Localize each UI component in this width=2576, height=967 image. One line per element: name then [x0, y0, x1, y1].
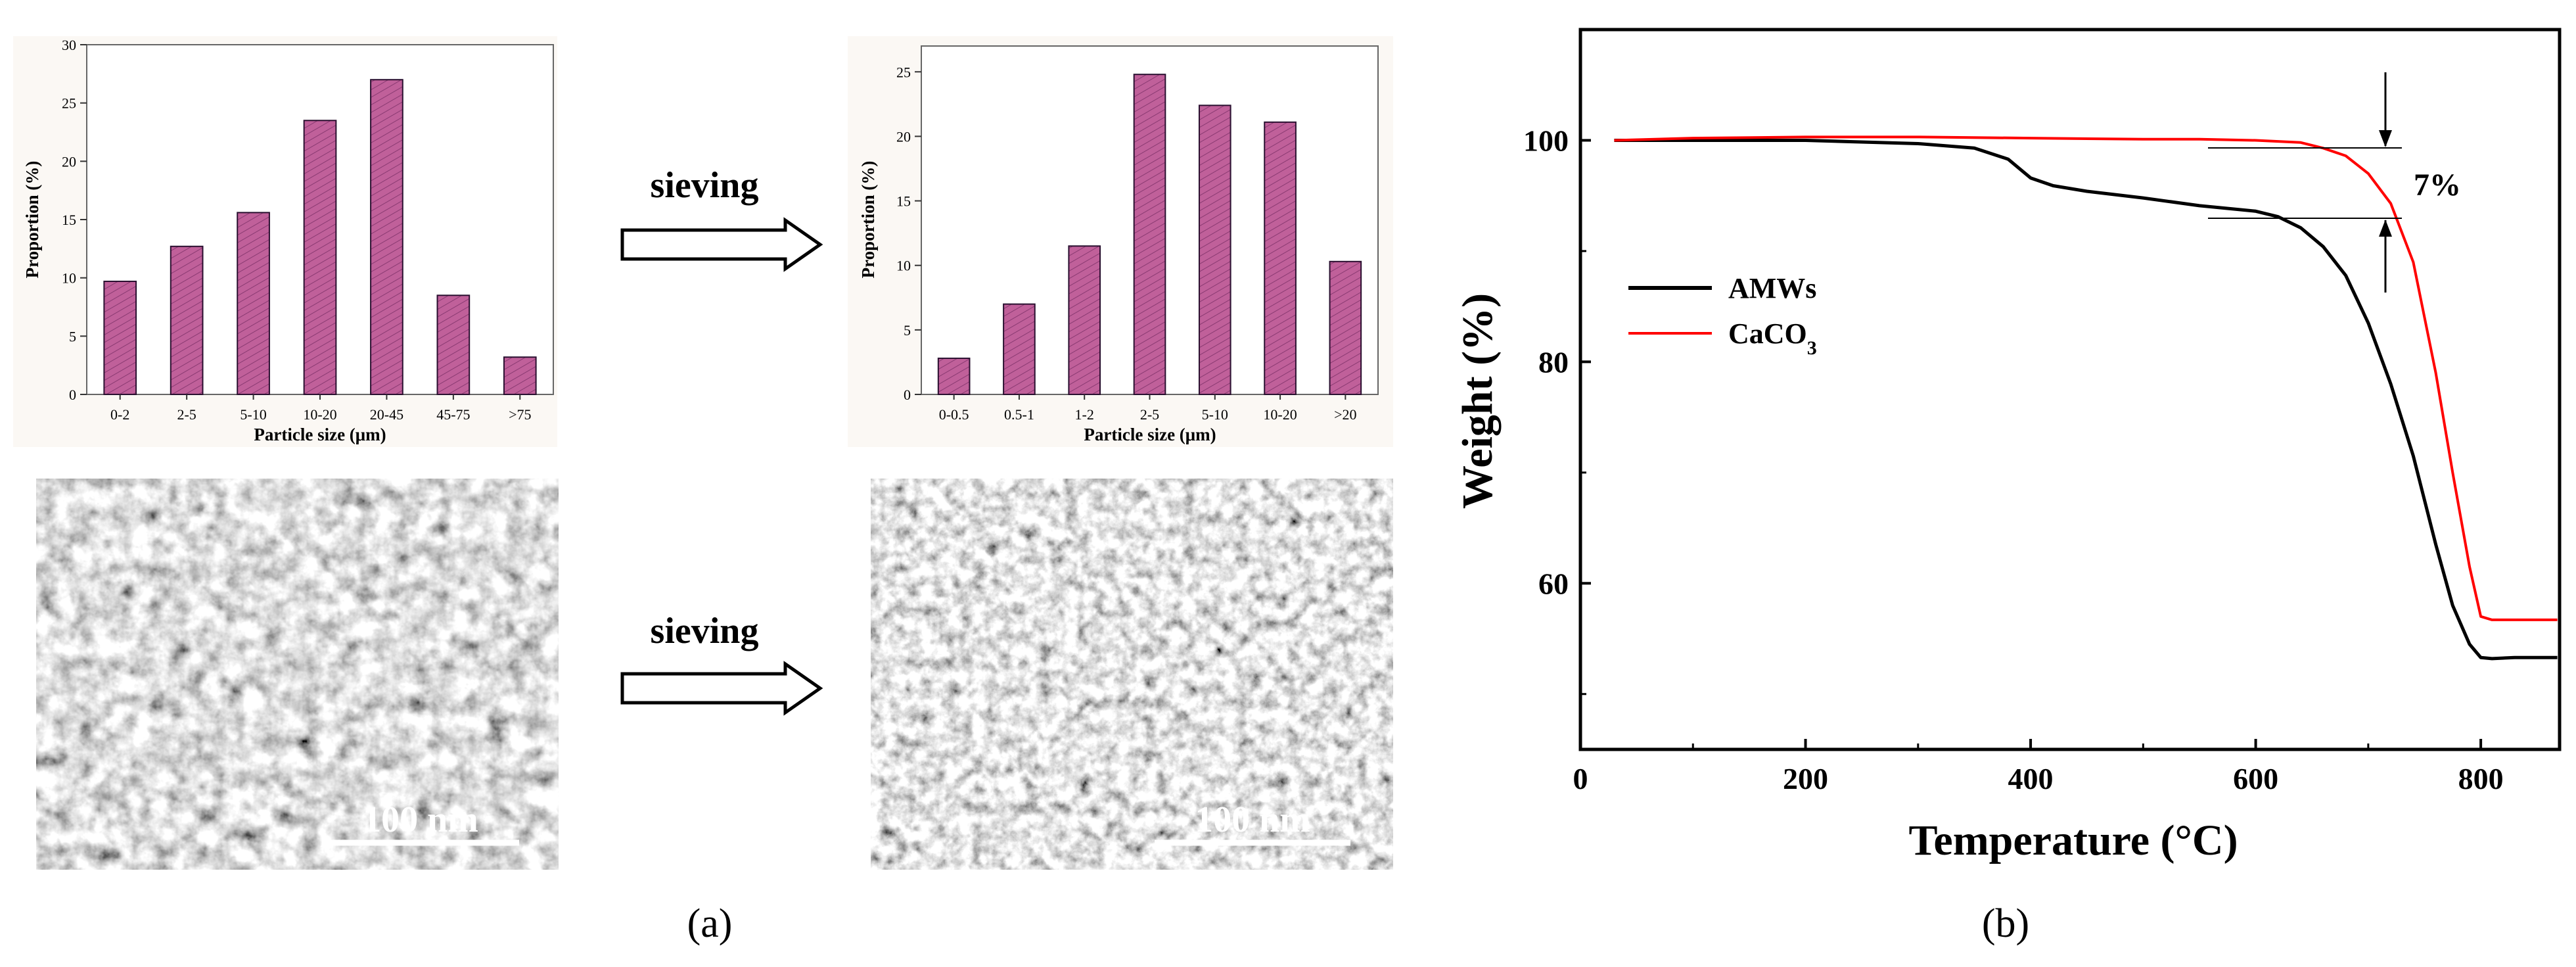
- x-tick-label: >20: [1334, 406, 1356, 423]
- x-tick-label: 200: [1783, 762, 1828, 795]
- arrow-up-icon: [2379, 220, 2392, 237]
- x-tick-label: 0.5-1: [1004, 406, 1034, 423]
- hist-after-x-axis: 0-0.5 0.5-1 1-2 2-5 5-10 10-20 >20: [939, 394, 1357, 423]
- x-tick-label: 45-75: [436, 406, 470, 423]
- sieving-arrow-top: sieving: [620, 165, 823, 272]
- bar-2-5: [1133, 74, 1166, 396]
- hist-after-x-label: Particle size (μm): [1084, 425, 1216, 444]
- y-tick-label: 15: [896, 193, 911, 210]
- tga-plot-frame: [1578, 28, 2562, 751]
- y-tick-label: 5: [904, 322, 911, 339]
- y-tick-label: 15: [62, 212, 76, 228]
- series-line-amws: [1614, 139, 2558, 661]
- tga-series: [1614, 135, 2558, 661]
- bar-20-45: [370, 79, 403, 395]
- y-tick-label: 0: [69, 387, 76, 403]
- bar-0.5-1: [1003, 303, 1036, 395]
- bar-5-10: [237, 212, 270, 395]
- hist-before-chart: 0 5 10 15 20 25 30 0-2 2-5 5-10 10-20 20-45 45-75 >7…: [13, 36, 557, 447]
- tga-annotation: 7%: [2208, 72, 2461, 293]
- x-tick-label: 5-10: [240, 406, 266, 423]
- x-tick-label: 5-10: [1202, 406, 1228, 423]
- sem-image-after: 100 nm: [871, 479, 1393, 870]
- hist-before-x-axis: 0-2 2-5 5-10 10-20 20-45 45-75 >75: [110, 394, 531, 423]
- arrow-down-icon: [2379, 130, 2392, 147]
- sieving-label-top: sieving: [651, 165, 759, 206]
- legend-label-amws: AMWs: [1728, 272, 1816, 304]
- sem-image-before: 100 nm: [36, 479, 559, 870]
- sieving-arrow-bottom: sieving: [620, 611, 823, 716]
- x-tick-label: 2-5: [1140, 406, 1159, 423]
- sem-texture-after: [871, 479, 1393, 870]
- x-tick-label: >75: [509, 406, 531, 423]
- arrow-right-icon: [620, 661, 823, 716]
- y-tick-label: 20: [896, 128, 911, 145]
- x-tick-label: 2-5: [177, 406, 196, 423]
- x-tick-label: 1-2: [1075, 406, 1094, 423]
- hist-after-y-axis: 0 5 10 15 20 25: [896, 64, 921, 403]
- tga-y-label: Weight (%): [1454, 293, 1502, 509]
- y-tick-label: 10: [62, 270, 76, 287]
- sem-scale-label-after: 100 nm: [1195, 799, 1310, 840]
- bar-5-10: [1198, 105, 1231, 395]
- tga-x-axis: 0 200 400 600 800: [1573, 739, 2504, 795]
- x-tick-label: 400: [2008, 762, 2054, 795]
- x-tick-label: 800: [2458, 762, 2504, 795]
- x-tick-label: 20-45: [370, 406, 403, 423]
- y-tick-label: 80: [1538, 345, 1569, 379]
- x-tick-label: 0-0.5: [939, 406, 969, 423]
- tga-x-label: Temperature (°C): [1908, 816, 2238, 864]
- y-tick-label: 60: [1538, 567, 1569, 600]
- x-tick-label: 10-20: [303, 406, 336, 423]
- x-tick-label: 0-2: [110, 406, 129, 423]
- sem-texture-before: [36, 479, 559, 870]
- bar-10-20: [1264, 121, 1297, 395]
- bar-10-20: [303, 120, 337, 395]
- tga-y-axis: 60 80 100: [1523, 124, 1591, 696]
- y-tick-label: 10: [896, 258, 911, 274]
- hist-before-bars: [103, 79, 537, 396]
- bar-2-5: [170, 245, 204, 395]
- hist-before-y-label: Proportion (%): [22, 161, 42, 279]
- y-tick-label: 5: [69, 328, 76, 344]
- arrow-right-icon: [620, 217, 823, 272]
- hist-before-y-axis: 0 5 10 15 20 25 30: [62, 37, 87, 403]
- y-tick-label: 20: [62, 153, 76, 170]
- y-tick-label: 25: [896, 64, 911, 80]
- y-tick-label: 100: [1523, 124, 1569, 157]
- bar->75: [503, 356, 537, 396]
- x-tick-label: 10-20: [1263, 406, 1297, 423]
- y-tick-label: 25: [62, 95, 76, 112]
- bar-0-0.5: [937, 358, 971, 396]
- bar-1-2: [1068, 245, 1101, 395]
- hist-after-y-label: Proportion (%): [858, 161, 878, 279]
- panel-b-caption: (b): [1982, 901, 2029, 946]
- sieving-label-bottom: sieving: [651, 611, 759, 651]
- series-line-caco3: [1614, 135, 2558, 621]
- x-tick-label: 600: [2233, 762, 2278, 795]
- bar-0-2: [103, 280, 137, 395]
- x-tick-label: 0: [1573, 762, 1588, 795]
- sem-scale-label-before: 100 nm: [363, 799, 478, 840]
- y-tick-label: 0: [904, 387, 911, 403]
- annotation-label: 7%: [2414, 168, 2461, 202]
- hist-before-x-label: Particle size (μm): [254, 425, 386, 444]
- bar-45-75: [436, 295, 471, 395]
- y-tick-label: 30: [62, 37, 76, 53]
- panel-a-caption: (a): [687, 901, 733, 946]
- bar->20: [1329, 260, 1362, 395]
